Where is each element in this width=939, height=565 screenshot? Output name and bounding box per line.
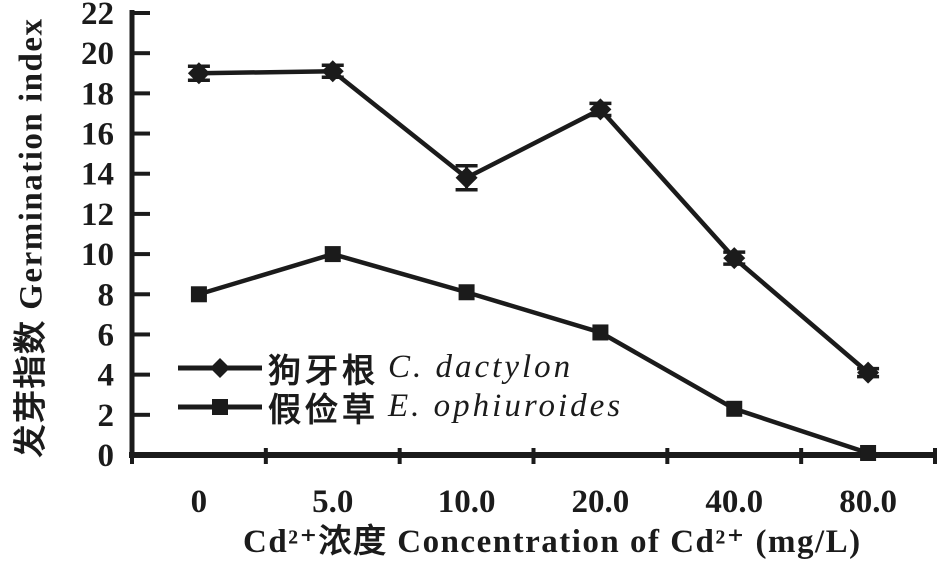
legend-item-c-dactylon: 狗牙根 C. dactylon xyxy=(176,349,623,390)
svg-text:8: 8 xyxy=(98,277,115,313)
svg-text:14: 14 xyxy=(81,157,114,193)
y-axis-title: 发芽指数 Germination index xyxy=(13,17,50,458)
svg-text:20.0: 20.0 xyxy=(572,484,630,520)
diamond-marker-icon xyxy=(178,357,262,378)
x-axis-title: Cd²⁺浓度 Concentration of Cd²⁺ (mg/L) xyxy=(243,524,862,560)
svg-text:4: 4 xyxy=(98,358,115,394)
x-axis-ticks: 0 5.0 10.0 20.0 40.0 80.0 xyxy=(130,448,937,520)
legend-label-latin: C. dactylon xyxy=(388,349,574,385)
svg-text:2: 2 xyxy=(98,398,115,434)
svg-text:5.0: 5.0 xyxy=(312,484,353,520)
y-axis-ticks: 0 2 4 6 8 10 12 14 16 18 20 22 xyxy=(81,0,150,474)
svg-text:22: 22 xyxy=(81,0,114,32)
legend-label-latin: E. ophiuroides xyxy=(388,388,624,424)
legend-label-cjk: 狗牙根 xyxy=(268,353,379,390)
svg-text:20: 20 xyxy=(81,36,114,72)
svg-text:40.0: 40.0 xyxy=(705,484,763,520)
svg-text:6: 6 xyxy=(98,317,115,353)
series-diamond xyxy=(187,60,880,384)
chart-legend: 狗牙根 C. dactylon 假俭草 E. ophiuroides xyxy=(176,349,624,429)
svg-text:0: 0 xyxy=(98,438,115,474)
svg-text:10.0: 10.0 xyxy=(438,484,496,520)
svg-text:18: 18 xyxy=(81,76,114,112)
svg-text:0: 0 xyxy=(191,484,208,520)
series-square xyxy=(190,246,877,461)
square-marker-icon xyxy=(178,398,262,415)
legend-item-e-ophiuroides: 假俭草 E. ophiuroides xyxy=(176,388,624,429)
svg-text:10: 10 xyxy=(81,237,114,273)
svg-text:16: 16 xyxy=(81,117,114,153)
svg-text:12: 12 xyxy=(81,197,114,233)
legend-label-cjk: 假俭草 xyxy=(268,392,379,429)
svg-text:80.0: 80.0 xyxy=(839,484,897,520)
